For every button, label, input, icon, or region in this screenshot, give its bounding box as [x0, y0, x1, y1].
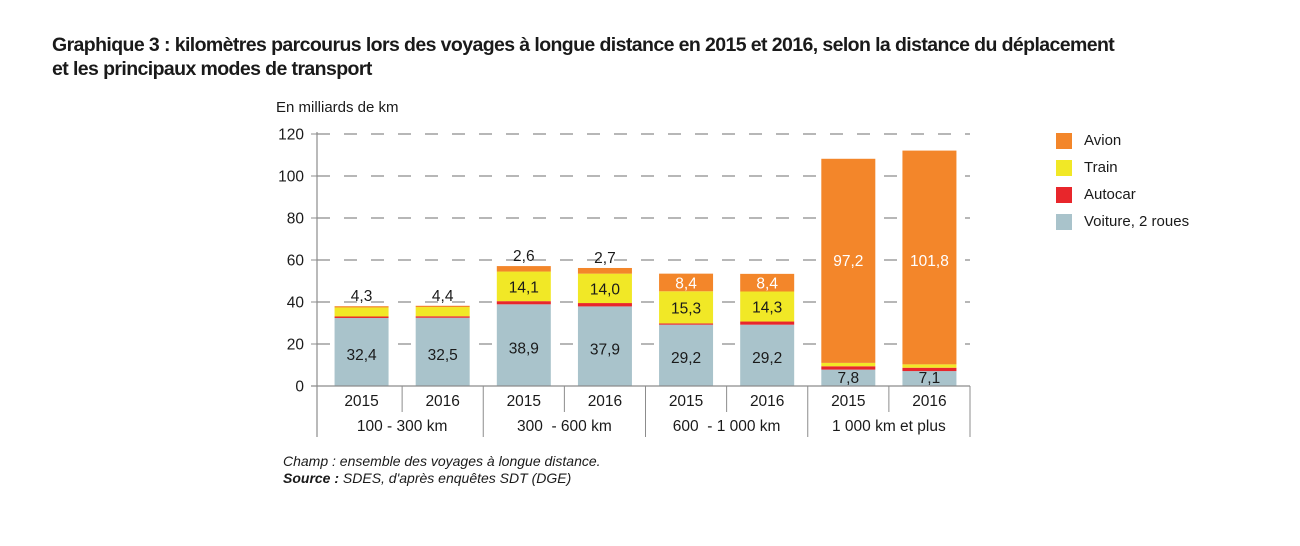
bar-segment-avion: [334, 306, 389, 308]
bar-segment-avion: [496, 266, 551, 272]
bar-segment-train: [740, 291, 795, 322]
data-label: 29,2: [671, 350, 701, 367]
x-tick-label: 2015: [344, 393, 378, 410]
source-label: Source :: [283, 470, 340, 486]
bar-segment-autocar: [659, 323, 714, 325]
data-label: 2,6: [513, 248, 535, 265]
data-label: 14,3: [752, 300, 782, 317]
legend-swatch: [1056, 186, 1072, 203]
bar-segment-train: [902, 364, 957, 368]
x-tick-label: 2016: [425, 393, 459, 410]
y-tick-label: 60: [287, 253, 305, 270]
bar-segment-avion: [415, 305, 470, 308]
x-group-label: 1 000 km et plus: [832, 418, 946, 435]
y-axis-label: En milliards de km: [276, 99, 399, 116]
bar-segment-autocar: [902, 367, 957, 372]
data-label: 97,2: [833, 253, 863, 270]
bar-segment-train: [659, 291, 714, 324]
bar-segment-voiture-2-roues: [740, 324, 795, 386]
legend-item: Train: [1056, 154, 1189, 181]
bar-segment-voiture-2-roues: [415, 317, 470, 386]
legend-item: Voiture, 2 roues: [1056, 208, 1189, 235]
y-tick-label: 80: [287, 211, 305, 228]
chart-legend: Avion Train Autocar Voiture, 2 roues: [1056, 127, 1189, 235]
x-group-label: 100 - 300 km: [357, 418, 447, 435]
data-label: 32,5: [428, 347, 458, 364]
bar-segment-autocar: [821, 366, 876, 370]
legend-label: Avion: [1084, 132, 1122, 149]
data-label: 38,9: [509, 341, 539, 358]
x-group-label: 300 - 600 km: [517, 418, 612, 435]
y-tick-label: 20: [287, 337, 305, 354]
data-label: 14,0: [590, 281, 621, 298]
chart-title-line1: Graphique 3 : kilomètres parcourus lors …: [52, 34, 1115, 56]
source-text: SDES, d'après enquêtes SDT (DGE): [339, 470, 572, 486]
y-tick-label: 40: [287, 295, 305, 312]
bar-segment-voiture-2-roues: [334, 317, 389, 386]
bar-segment-autocar: [496, 301, 551, 305]
bar-segment-autocar: [334, 316, 389, 318]
x-tick-label: 2016: [750, 393, 784, 410]
x-tick-label: 2016: [588, 393, 622, 410]
bar-segment-avion: [902, 150, 957, 365]
x-tick-label: 2015: [669, 393, 703, 410]
data-label: 14,1: [509, 279, 539, 296]
bar-segment-avion: [577, 267, 632, 274]
bar-segment-train: [821, 362, 876, 367]
data-label: 29,2: [752, 350, 782, 367]
bar-segment-voiture-2-roues: [659, 324, 714, 386]
bar-segment-autocar: [415, 316, 470, 318]
data-label: 2,7: [594, 250, 616, 267]
chart-title-line2: et les principaux modes de transport: [52, 58, 372, 80]
legend-swatch: [1056, 213, 1072, 230]
chart-notes: Champ : ensemble des voyages à longue di…: [283, 453, 601, 487]
legend-item: Autocar: [1056, 181, 1189, 208]
data-label: 7,1: [919, 370, 941, 387]
bar-segment-autocar: [577, 303, 632, 307]
x-tick-label: 2016: [912, 393, 946, 410]
x-tick-label: 2015: [507, 393, 541, 410]
bar-segment-voiture-2-roues: [902, 371, 957, 386]
bar-segment-train: [334, 307, 389, 317]
legend-label: Train: [1084, 159, 1118, 176]
legend-swatch: [1056, 132, 1072, 149]
data-label: 32,4: [346, 347, 377, 364]
legend-label: Autocar: [1084, 186, 1136, 203]
legend-item: Avion: [1056, 127, 1189, 154]
bar-segment-autocar: [740, 321, 795, 325]
chart-title: Graphique 3 : kilomètres parcourus lors …: [52, 33, 1292, 81]
data-label: 37,9: [590, 342, 620, 359]
bar-segment-avion: [821, 158, 876, 363]
y-tick-label: 100: [278, 169, 304, 186]
data-label: 8,4: [756, 276, 778, 293]
bar-segment-avion: [740, 273, 795, 292]
data-label: 4,4: [432, 288, 454, 305]
legend-swatch: [1056, 159, 1072, 176]
data-label: 4,3: [351, 288, 373, 305]
data-label: 101,8: [910, 253, 949, 270]
bar-segment-voiture-2-roues: [577, 306, 632, 386]
source-note: Source : SDES, d'après enquêtes SDT (DGE…: [283, 470, 601, 487]
x-group-label: 600 - 1 000 km: [673, 418, 781, 435]
scope-note: Champ : ensemble des voyages à longue di…: [283, 453, 601, 469]
bar-segment-voiture-2-roues: [821, 369, 876, 386]
y-tick-label: 120: [278, 127, 304, 144]
bar-segment-avion: [659, 273, 714, 292]
bar-segment-voiture-2-roues: [496, 304, 551, 386]
data-label: 8,4: [675, 275, 697, 292]
x-tick-label: 2015: [831, 393, 865, 410]
bar-segment-train: [415, 307, 470, 317]
y-tick-label: 0: [295, 379, 304, 396]
bar-segment-train: [577, 273, 632, 304]
bar-segment-train: [496, 271, 551, 302]
legend-label: Voiture, 2 roues: [1084, 213, 1190, 230]
data-label: 15,3: [671, 300, 701, 317]
data-label: 7,8: [838, 370, 860, 387]
